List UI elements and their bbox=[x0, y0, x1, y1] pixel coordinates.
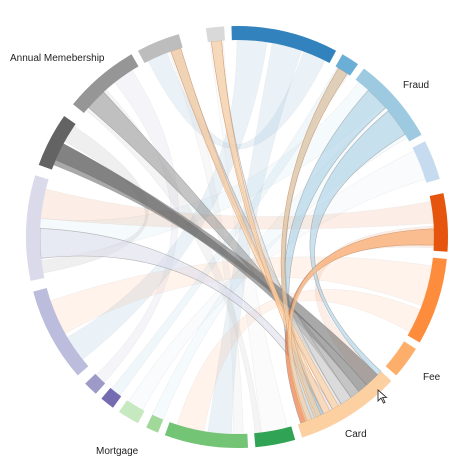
group-arc-g2[interactable] bbox=[335, 54, 359, 76]
group-arc-g5[interactable] bbox=[429, 193, 448, 252]
group-arc-g12[interactable] bbox=[119, 400, 145, 424]
chord-ribbon-1 bbox=[207, 42, 303, 435]
group-arc-g7[interactable] bbox=[385, 341, 416, 376]
group-arcs-layer bbox=[25, 25, 448, 448]
group-arc-g10[interactable] bbox=[164, 422, 249, 448]
chords-layer bbox=[39, 39, 435, 435]
group-arc-g13[interactable] bbox=[101, 387, 122, 408]
group-arc-g9[interactable] bbox=[254, 426, 296, 448]
label-fraud: Fraud bbox=[403, 80, 429, 91]
group-arc-g4[interactable] bbox=[412, 141, 440, 183]
label-card: Card bbox=[345, 429, 367, 440]
group-arc-g11[interactable] bbox=[146, 414, 164, 433]
chord-ribbon-8 bbox=[50, 256, 433, 334]
group-arc-g1[interactable] bbox=[231, 25, 337, 64]
group-arc-g3[interactable] bbox=[355, 68, 422, 142]
group-arc-g0[interactable] bbox=[205, 26, 225, 43]
group-arc-g15[interactable] bbox=[33, 287, 89, 376]
mouse-pointer-icon bbox=[377, 389, 388, 404]
group-arc-g18[interactable] bbox=[73, 54, 139, 114]
card-ribbon-2 bbox=[280, 67, 348, 419]
label-fee: Fee bbox=[423, 372, 441, 383]
group-arc-g19[interactable] bbox=[137, 34, 183, 64]
group-arc-g16[interactable] bbox=[25, 175, 49, 281]
group-arc-g14[interactable] bbox=[85, 373, 106, 394]
label-mortgage: Mortgage bbox=[96, 446, 139, 457]
label-annual-membership: Annual Memebership bbox=[10, 53, 105, 64]
group-arc-g8[interactable] bbox=[297, 371, 392, 438]
group-arc-g6[interactable] bbox=[407, 257, 447, 343]
group-arc-g17[interactable] bbox=[38, 115, 76, 170]
